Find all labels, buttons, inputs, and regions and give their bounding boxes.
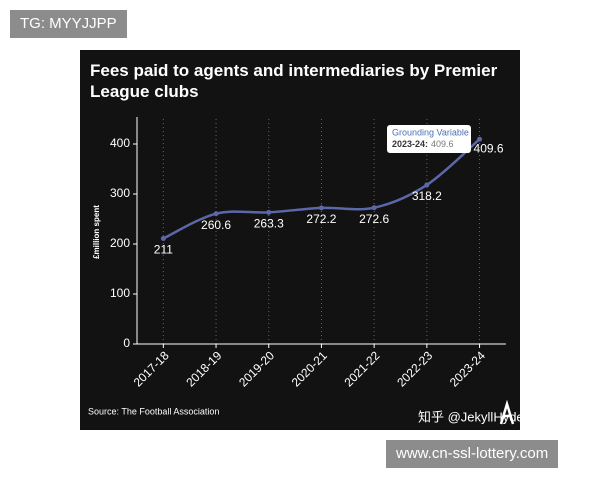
source: Source: The Football Association	[88, 406, 219, 416]
point	[266, 209, 272, 215]
bottom-badge: www.cn-ssl-lottery.com	[386, 440, 559, 468]
data-label: 318.2	[412, 189, 442, 203]
tooltip-title: Grounding Variable	[392, 127, 469, 137]
tooltip: Grounding Variable 2023-24: 409.6	[387, 125, 471, 153]
tooltip-value: 409.6	[431, 139, 454, 149]
data-label: 263.3	[254, 217, 284, 231]
logo	[499, 399, 515, 425]
data-label: 272.6	[359, 212, 389, 226]
y-axis-label: £million spent	[92, 205, 101, 259]
tooltip-text: 2023-24: 409.6	[392, 139, 454, 149]
top-badge: TG: MYYJJPP	[10, 10, 127, 38]
y-tick-label: 0	[123, 336, 130, 350]
data-label: 260.6	[201, 218, 231, 232]
chart-title: Fees paid to agents and intermediaries b…	[90, 61, 498, 101]
y-tick-label: 300	[110, 186, 130, 200]
point	[318, 205, 324, 211]
chart-background	[80, 50, 520, 430]
y-tick-label: 400	[110, 136, 130, 150]
point	[213, 211, 219, 217]
tooltip-label: 2023-24:	[392, 139, 428, 149]
data-label: 272.2	[306, 212, 336, 226]
y-tick-label: 200	[110, 236, 130, 250]
watermark: 知乎 @JekyllHyde	[418, 409, 524, 424]
point	[424, 182, 430, 188]
point	[371, 205, 377, 211]
point	[160, 236, 166, 241]
data-label: 211	[154, 243, 173, 257]
data-label: 409.6	[474, 141, 504, 155]
point	[477, 136, 483, 142]
y-tick-label: 100	[110, 286, 130, 300]
tooltip-box	[387, 125, 471, 153]
